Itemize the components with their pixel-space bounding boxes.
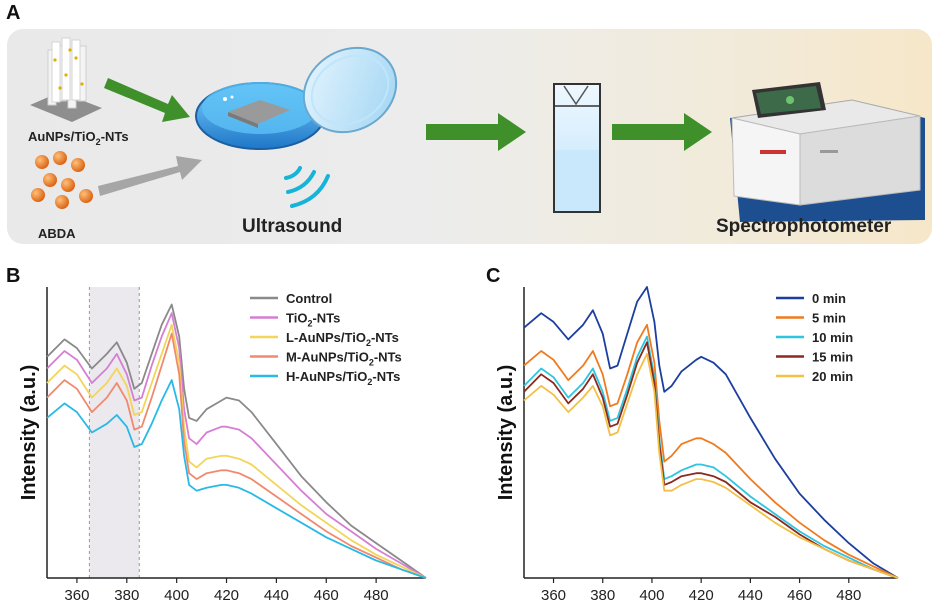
sample-label: AuNPs/TiO2-NTs (28, 129, 129, 147)
series-line-2 (46, 323, 427, 579)
x-tick-label: 420 (214, 587, 239, 602)
instrument-label: Spectrophotometer (716, 216, 892, 237)
series-line-3 (523, 341, 899, 579)
x-tick-label: 460 (314, 587, 339, 602)
x-tick-label: 400 (164, 587, 189, 602)
legend-label-0: 0 min (812, 291, 846, 306)
series-line-4 (46, 379, 427, 579)
x-tick-label: 360 (64, 587, 89, 602)
x-tick-label: 420 (689, 587, 714, 602)
x-tick-label: 380 (114, 587, 139, 602)
green-arrow-1-icon (104, 78, 190, 122)
green-arrow-3-icon (612, 113, 712, 151)
x-tick-label: 380 (590, 587, 615, 602)
series-line-4 (523, 353, 899, 579)
chart-b: 360 380 400 420 440 460 480 Intensity (a.u.) Con… (18, 287, 427, 602)
legend-label-2: 10 min (812, 330, 853, 345)
spectrophotometer-icon (730, 82, 925, 222)
gray-arrow-icon (98, 156, 202, 196)
y-axis-label: Intensity (a.u.) (495, 365, 517, 501)
legend-label-4: H-AuNPs/TiO2-NTs (286, 369, 400, 387)
cuvette-icon (553, 83, 601, 213)
x-tick-label: 440 (264, 587, 289, 602)
legend-label-1: TiO2-NTs (286, 311, 340, 329)
panel-a-scheme: AuNPs/TiO2-NTs ABDA Ultrasound (28, 37, 925, 241)
y-axis-label: Intensity (a.u.) (18, 365, 40, 501)
x-tick-label: 400 (639, 587, 664, 602)
series-line-1 (46, 312, 427, 579)
ultrasound-waves-icon (284, 166, 330, 208)
legend-label-1: 5 min (812, 311, 846, 326)
ultrasound-label: Ultrasound (242, 216, 342, 237)
panel-c-label: C (486, 265, 501, 287)
nanotube-array-icon (30, 37, 102, 122)
legend-label-3: 15 min (812, 350, 853, 365)
x-tick-label: 460 (787, 587, 812, 602)
x-tick-label: 360 (541, 587, 566, 602)
series-line-0 (46, 303, 427, 579)
x-tick-label: 480 (836, 587, 861, 602)
series-line-3 (46, 332, 427, 579)
x-tick-label: 440 (738, 587, 763, 602)
green-arrow-2-icon (426, 113, 526, 151)
reagent-label: ABDA (38, 226, 76, 241)
legend-label-4: 20 min (812, 369, 853, 384)
chart-c: 360 380 400 420 440 460 480 Intensity (a.u.) 0 m… (495, 286, 899, 602)
panel-a-label: A (6, 2, 21, 24)
panel-b-label: B (6, 265, 21, 287)
highlight-band (89, 287, 140, 578)
series-line-1 (523, 323, 899, 579)
petri-dish-icon (195, 82, 325, 150)
legend-label-3: M-AuNPs/TiO2-NTs (286, 350, 402, 368)
legend-label-2: L-AuNPs/TiO2-NTs (286, 330, 399, 348)
legend-label-0: Control (286, 291, 332, 306)
abda-particles-icon (31, 151, 93, 209)
x-tick-label: 480 (364, 587, 389, 602)
series-line-0 (523, 286, 899, 579)
dish-lid-icon (302, 46, 398, 134)
